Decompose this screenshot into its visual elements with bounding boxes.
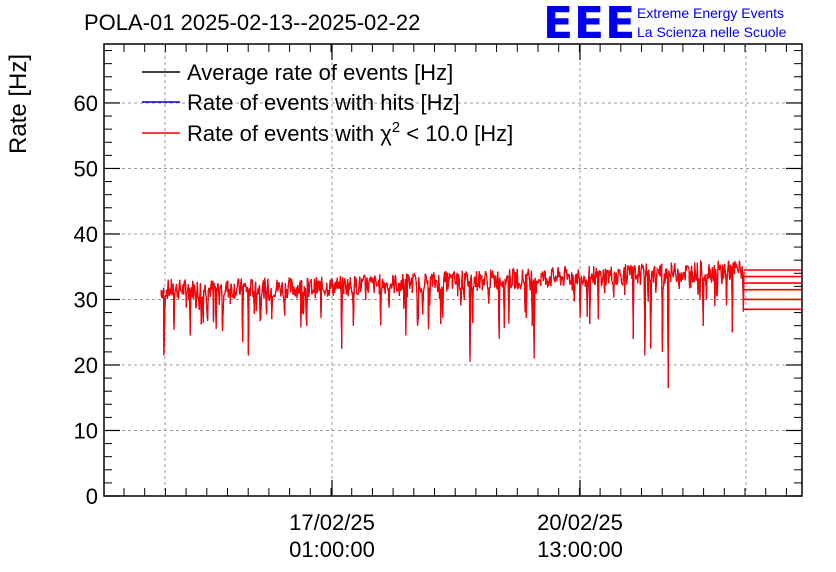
legend: Average rate of events [Hz] Rate of event…: [142, 60, 513, 146]
chart-title: POLA-01 2025-02-13--2025-02-22: [84, 10, 421, 35]
x-tick-label-time: 01:00:00: [289, 537, 375, 562]
y-tick-label: 10: [74, 418, 98, 443]
grid-lines: [104, 44, 802, 496]
logo-line-1: Extreme Energy Events: [637, 5, 785, 21]
y-tick-label: 0: [86, 484, 98, 509]
x-tick-label-date: 17/02/25: [289, 510, 375, 535]
y-tick-label: 50: [74, 156, 98, 181]
x-tick-label-time: 13:00:00: [537, 537, 623, 562]
legend-label: Rate of events with χ2 < 10.0 [Hz]: [187, 119, 513, 146]
y-tick-label: 30: [74, 287, 98, 312]
legend-label: Rate of events with hits [Hz]: [187, 90, 460, 115]
y-tick-label: 40: [74, 222, 98, 247]
y-axis-label: Rate [Hz]: [5, 54, 32, 154]
logo-line-2: La Scienza nelle Scuole: [637, 24, 787, 40]
eee-logo: EEE: [543, 0, 637, 49]
y-tick-label: 60: [74, 91, 98, 116]
y-axis-ticks: 0 10 20 30 40 50 60: [74, 50, 802, 509]
legend-label: Average rate of events [Hz]: [187, 60, 453, 85]
series-chi2-rate: [160, 259, 745, 388]
y-tick-label: 20: [74, 353, 98, 378]
x-tick-label-date: 20/02/25: [537, 510, 623, 535]
logo-caption: Extreme Energy Events La Scienza nelle S…: [637, 4, 786, 42]
series-lines: [160, 259, 802, 388]
